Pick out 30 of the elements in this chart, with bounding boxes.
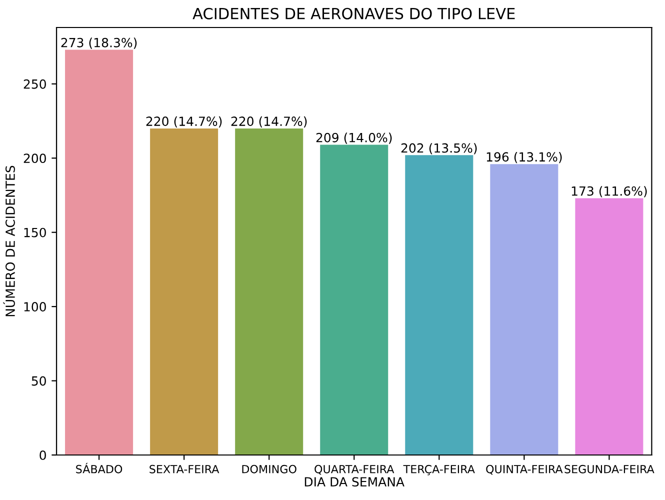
bar — [320, 144, 388, 455]
x-tick-label: QUINTA-FEIRA — [486, 464, 563, 475]
data-label: 209 (14.0%) — [316, 132, 392, 144]
bar — [150, 128, 218, 455]
data-label: 202 (13.5%) — [401, 143, 477, 154]
data-label: 196 (13.1%) — [486, 152, 562, 164]
x-tick-label: DOMINGO — [242, 464, 296, 474]
x-axis-title: DIA DA SEMANA — [304, 477, 404, 487]
data-label: 173 (11.6%) — [572, 186, 647, 198]
bar — [575, 198, 644, 455]
x-tick-label: TERÇA-FEIRA — [403, 464, 475, 476]
y-tick-label: 50 — [32, 376, 46, 386]
y-tick-label: 100 — [24, 302, 46, 312]
bar — [235, 128, 304, 455]
chart-title: ACIDENTES DE AERONAVES DO TIPO LEVE — [192, 8, 515, 20]
bar — [65, 50, 134, 455]
bar — [490, 164, 558, 455]
data-label: 220 (14.7%) — [231, 116, 307, 128]
y-tick-label: 200 — [24, 154, 46, 164]
data-label: 273 (18.3%) — [61, 38, 137, 49]
bar — [405, 155, 474, 455]
y-tick-label: 150 — [24, 228, 46, 238]
data-label: 220 (14.7%) — [146, 116, 222, 128]
x-tick-label: SÁBADO — [76, 462, 122, 474]
y-tick-label: 0 — [40, 450, 46, 460]
x-tick-label: SEXTA-FEIRA — [150, 464, 220, 474]
y-axis-title: NÚMERO DE ACIDENTES — [3, 166, 15, 316]
x-tick-label: SEGUNDA-FEIRA — [564, 464, 654, 474]
x-tick-label: QUARTA-FEIRA — [314, 464, 394, 475]
y-tick-label: 250 — [24, 79, 46, 89]
